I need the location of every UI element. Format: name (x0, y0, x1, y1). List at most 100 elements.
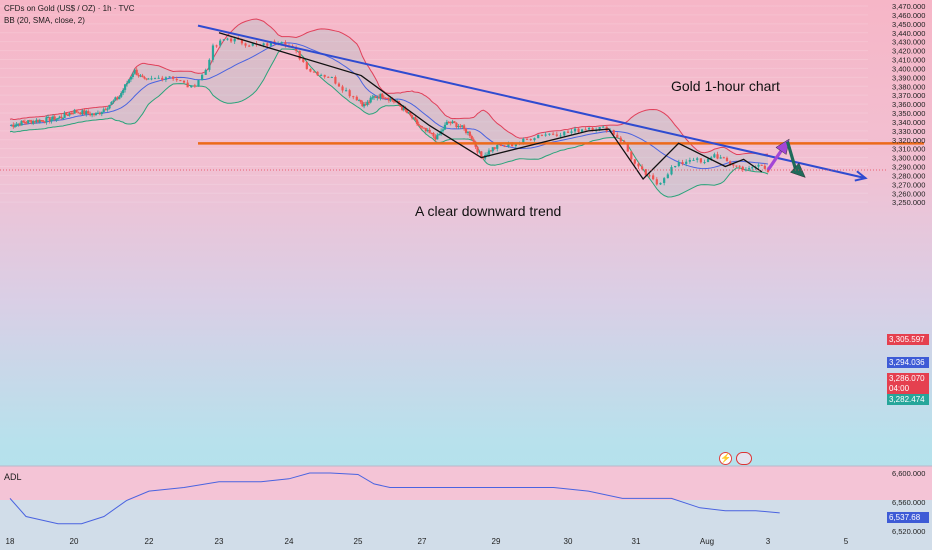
candle-body (114, 97, 117, 101)
candle-body (240, 39, 244, 44)
price-tick-label: 3,350.000 (892, 109, 925, 118)
candle-body (305, 61, 308, 69)
candle-body (766, 168, 770, 173)
price-tick-label: 3,360.000 (892, 100, 925, 109)
candle-body (108, 104, 111, 109)
lightning-event-icon[interactable]: ⚡ (719, 452, 732, 465)
candle-body (482, 157, 485, 159)
candle-body (630, 151, 633, 160)
candle-body (233, 38, 236, 42)
candle-body (145, 78, 148, 80)
candle-body (141, 75, 144, 78)
candle-body (89, 113, 92, 116)
candle-body (327, 76, 330, 78)
candle-body (659, 182, 662, 185)
candle-body (312, 71, 316, 73)
candle-body (747, 168, 751, 170)
candle-body (25, 122, 28, 124)
candle-body (552, 133, 555, 135)
candle-body (406, 110, 409, 113)
candle-body (369, 97, 372, 103)
price-tick-label: 3,370.000 (892, 91, 925, 100)
candle-body (116, 97, 119, 100)
candle-body (744, 169, 748, 171)
candle-body (168, 76, 171, 78)
candle-body (570, 131, 573, 133)
candle-body (120, 93, 123, 97)
candle-body (616, 134, 619, 138)
time-tick-label: 24 (285, 537, 294, 546)
candle-body (382, 97, 386, 99)
candle-body (262, 43, 265, 46)
candle-body (266, 43, 269, 46)
candle-body (529, 139, 532, 141)
candle-body (28, 120, 31, 122)
candle-body (533, 138, 536, 141)
last-price-badge: 3,286.070 (887, 373, 929, 384)
price-tick-label: 3,330.000 (892, 127, 925, 136)
candle-body (451, 121, 454, 124)
candle-body (364, 104, 367, 106)
projection-up-arrow-head (775, 138, 790, 155)
candle-body (345, 90, 348, 92)
candle-body (525, 138, 529, 140)
candle-body (685, 161, 688, 164)
candle-body (320, 74, 323, 76)
candle-body (648, 175, 651, 177)
candle-body (401, 106, 404, 110)
candle-body (580, 129, 584, 132)
candle-body (392, 100, 395, 102)
candle-body (692, 159, 695, 161)
time-axis: 18 20 22 23 24 25 27 29 30 31 Aug 3 5 (6, 537, 849, 546)
candle-body (491, 147, 494, 152)
adl-panel-bg-lower (0, 500, 932, 550)
candle-body (563, 131, 566, 136)
us-flag-event-icon[interactable] (736, 452, 752, 465)
candle-body (476, 146, 479, 153)
candle-body (719, 157, 722, 159)
candle-body (123, 84, 127, 90)
candle-body (27, 120, 30, 124)
candle-body (499, 144, 503, 146)
candle-body (544, 134, 547, 136)
candle-body (85, 111, 88, 115)
candle-body (133, 69, 136, 74)
basis-badge: 3,294.036 (887, 357, 929, 368)
candle-body (143, 77, 146, 79)
candle-body (696, 158, 699, 160)
candle-body (455, 122, 458, 128)
time-tick-label: 18 (6, 537, 15, 546)
adl-tick-label: 6,600.000 (892, 469, 925, 478)
candle-body (309, 68, 312, 72)
candle-body (45, 117, 48, 123)
candle-body (55, 118, 58, 121)
candle-body (688, 160, 691, 162)
time-tick-label: 25 (354, 537, 363, 546)
candle-body (666, 174, 669, 179)
candle-body (157, 77, 160, 79)
candle-body (735, 165, 738, 167)
candle-body (410, 115, 414, 119)
candle-body (537, 134, 540, 139)
candle-body (641, 166, 644, 170)
candle-body (330, 77, 333, 79)
price-tick-label: 3,270.000 (892, 180, 925, 189)
candle-body (197, 80, 200, 87)
price-tick-label: 3,420.000 (892, 47, 925, 56)
candle-body (17, 123, 20, 125)
candle-body (424, 127, 427, 132)
candle-body (374, 96, 377, 98)
candle-body (652, 175, 655, 180)
candle-body (402, 107, 405, 110)
price-tick-label: 3,290.000 (892, 163, 925, 172)
candle-body (404, 107, 407, 111)
candle-body (422, 127, 426, 129)
candle-body (219, 40, 222, 46)
candle-body (77, 112, 80, 114)
candle-body (453, 121, 456, 123)
candle-body (399, 104, 402, 107)
candle-body (559, 135, 562, 137)
candle-body (548, 133, 551, 135)
